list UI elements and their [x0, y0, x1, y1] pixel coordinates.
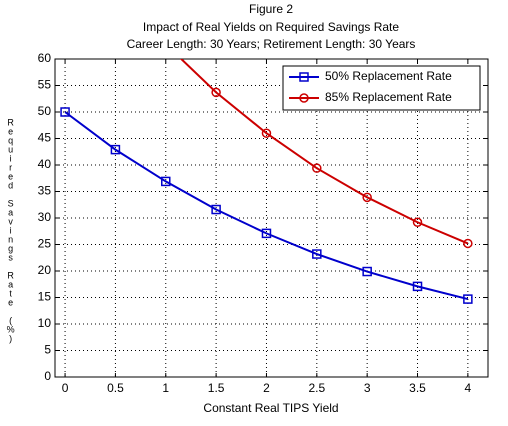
y-tick-label: 55: [38, 78, 52, 92]
legend-marker: [299, 72, 309, 82]
marker: [312, 163, 322, 173]
marker: [161, 176, 171, 187]
marker: [362, 266, 372, 277]
legend-marker: [299, 93, 309, 103]
x-tick-label: 1.5: [208, 381, 225, 395]
series-group: [60, 59, 473, 304]
marker: [110, 144, 121, 155]
x-tick-label: 1: [162, 381, 169, 395]
marker: [312, 249, 322, 259]
axes-box: [54, 58, 489, 378]
x-tick-label: 2.5: [308, 381, 325, 395]
x-tick-label: 3: [364, 381, 371, 395]
y-tick-label: 45: [38, 131, 52, 145]
marker: [412, 217, 423, 227]
y-tick-label: 15: [38, 290, 52, 304]
marker: [211, 87, 221, 98]
chart-subtitle: Career Length: 30 Years; Retirement Leng…: [127, 37, 416, 51]
x-axis-label: Constant Real TIPS Yield: [203, 401, 338, 415]
x-tick-label: 0.5: [107, 381, 124, 395]
marker: [412, 281, 423, 292]
marker: [463, 238, 473, 249]
y-tick-label: 25: [38, 237, 52, 251]
marker: [463, 294, 473, 304]
marker: [261, 128, 272, 138]
y-tick-label: 40: [38, 157, 52, 171]
x-tick-label: 2: [263, 381, 270, 395]
y-tick-label: 60: [38, 51, 52, 65]
series-line: [179, 59, 469, 245]
marker: [60, 107, 70, 117]
y-tick-label: 0: [44, 369, 51, 383]
marker: [261, 228, 272, 239]
y-tick-label: 10: [38, 316, 52, 330]
x-tick-label: 3.5: [409, 381, 426, 395]
series-line: [64, 111, 469, 301]
chart-title: Figure 2: [249, 2, 293, 16]
y-tick-label: 35: [38, 184, 52, 198]
chart-subtitle: Impact of Real Yields on Required Saving…: [143, 20, 399, 34]
legend-label: 50% Replacement Rate: [325, 69, 452, 83]
y-tick-label: 30: [38, 210, 52, 224]
x-tick-label: 4: [465, 381, 472, 395]
y-axis-label: Required Savings Rate (%): [6, 118, 16, 344]
legend-label: 85% Replacement Rate: [325, 90, 452, 104]
marker: [362, 192, 372, 203]
x-tick-label: 0: [62, 381, 69, 395]
y-tick-label: 5: [44, 343, 51, 357]
legend-box: [282, 65, 481, 111]
y-tick-label: 20: [38, 263, 52, 277]
marker: [211, 204, 221, 215]
y-tick-label: 50: [38, 104, 52, 118]
